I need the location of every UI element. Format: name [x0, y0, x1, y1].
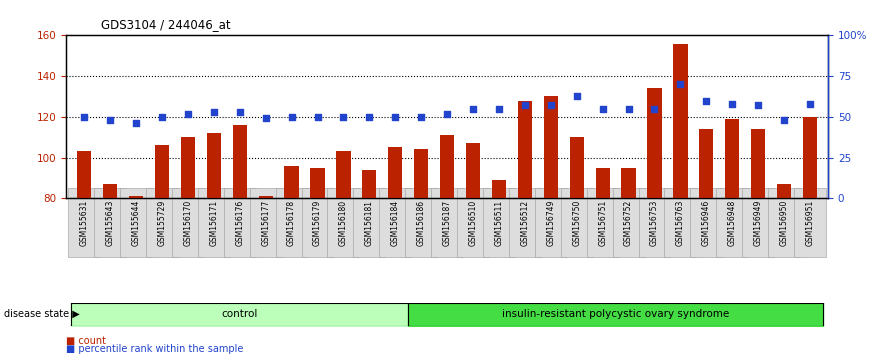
Bar: [155, 145, 169, 198]
Bar: [803, 117, 817, 198]
Point: [777, 117, 791, 123]
Point: [570, 93, 584, 98]
Point: [129, 120, 143, 126]
Text: control: control: [221, 309, 258, 319]
Bar: [181, 137, 195, 198]
Point: [466, 106, 480, 112]
Point: [310, 114, 324, 120]
Point: [492, 106, 506, 112]
Point: [103, 117, 117, 123]
Bar: [285, 166, 299, 198]
Point: [181, 111, 195, 116]
Point: [725, 101, 739, 107]
Bar: [777, 184, 791, 198]
Bar: [621, 168, 636, 198]
Point: [207, 109, 221, 115]
Point: [648, 106, 662, 112]
Point: [440, 111, 455, 116]
Bar: [570, 137, 584, 198]
Bar: [337, 152, 351, 198]
Bar: [492, 180, 506, 198]
Bar: [518, 101, 532, 198]
Bar: [103, 184, 117, 198]
Point: [803, 101, 817, 107]
Bar: [673, 44, 687, 198]
Bar: [544, 96, 558, 198]
Point: [259, 116, 273, 121]
Bar: [233, 125, 247, 198]
Bar: [129, 196, 144, 198]
Bar: [700, 129, 714, 198]
Text: insulin-resistant polycystic ovary syndrome: insulin-resistant polycystic ovary syndr…: [502, 309, 729, 319]
Point: [751, 103, 766, 108]
Bar: [78, 152, 92, 198]
Bar: [389, 147, 403, 198]
Bar: [751, 129, 766, 198]
Bar: [466, 143, 480, 198]
Bar: [414, 149, 428, 198]
Point: [700, 98, 714, 103]
Point: [596, 106, 610, 112]
Bar: [725, 119, 739, 198]
Text: disease state ▶: disease state ▶: [4, 309, 80, 319]
Bar: [207, 133, 221, 198]
Point: [337, 114, 351, 120]
Point: [518, 103, 532, 108]
Text: ■ percentile rank within the sample: ■ percentile rank within the sample: [66, 344, 243, 354]
Text: GDS3104 / 244046_at: GDS3104 / 244046_at: [101, 18, 231, 31]
Point: [389, 114, 403, 120]
Bar: [648, 88, 662, 198]
Bar: [310, 168, 324, 198]
Point: [544, 103, 558, 108]
Bar: [258, 196, 273, 198]
Bar: [362, 170, 376, 198]
Bar: [440, 135, 455, 198]
Point: [621, 106, 635, 112]
Point: [233, 109, 247, 115]
Bar: [596, 168, 610, 198]
Point: [362, 114, 376, 120]
Point: [285, 114, 299, 120]
Point: [155, 114, 169, 120]
Text: ■ count: ■ count: [66, 336, 106, 346]
Point: [414, 114, 428, 120]
Point: [78, 114, 92, 120]
Point: [673, 81, 687, 87]
